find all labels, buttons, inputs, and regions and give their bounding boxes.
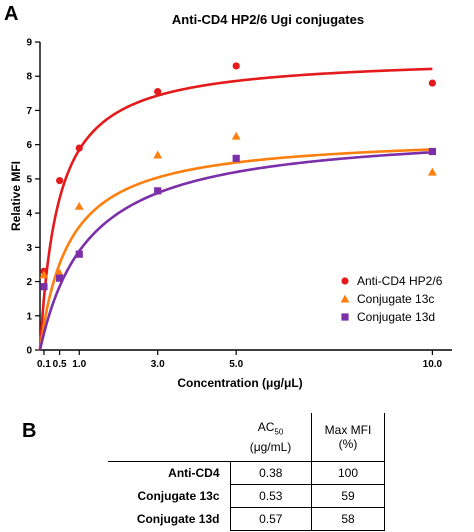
fit-curve-circle (38, 67, 433, 351)
data-point-circle (154, 88, 162, 96)
x-tick-label: 3.0 (151, 359, 165, 370)
x-tick-label: 1.0 (72, 359, 86, 370)
y-tick-label: 9 (26, 38, 32, 49)
max-mfi-label: Max MFI (324, 423, 372, 437)
data-point-square (75, 250, 83, 258)
data-point-circle (341, 277, 349, 285)
y-tick-label: 8 (26, 72, 32, 83)
row-max-mfi: 59 (311, 484, 385, 508)
panel-label-a: A (4, 3, 18, 25)
table-row: Anti-CD4 0.38 100 (108, 461, 385, 485)
table-header-blank (108, 413, 230, 462)
data-point-circle (75, 144, 83, 152)
data-point-square (40, 283, 48, 291)
data-points (39, 62, 437, 291)
y-tick-label: 1 (26, 311, 32, 322)
table-header-ac50: AC50 (μg/mL) (230, 413, 312, 462)
data-point-circle (428, 79, 436, 87)
y-tick-label: 7 (26, 106, 32, 117)
row-name: Conjugate 13d (136, 512, 220, 526)
max-mfi-units: (%) (338, 437, 358, 451)
x-tick-label: 0.5 (53, 359, 67, 370)
table-row: Conjugate 13d 0.57 58 (108, 507, 385, 531)
legend-label: Anti-CD4 HP2/6 (357, 274, 443, 288)
y-tick-label: 2 (26, 277, 32, 288)
row-max-mfi: 58 (311, 507, 385, 531)
data-point-circle (56, 177, 64, 185)
chart-panel-a: A Anti-CD4 HP2/6 Ugi conjugates 0 1 2 3 4 5 6 7… (4, 3, 452, 390)
table-header-row: AC50 (μg/mL) Max MFI (%) (108, 413, 385, 462)
legend: Anti-CD4 HP2/6 Conjugate 13c Conjugate 13d (340, 274, 443, 324)
results-table: AC50 (μg/mL) Max MFI (%) Anti-CD4 0.38 1… (108, 413, 385, 531)
y-tick-label: 6 (26, 140, 32, 151)
axes: 0 1 2 3 4 5 6 7 8 9 0.1 0.5 1.0 3.0 5.0 10.0 (26, 38, 452, 370)
row-ac50: 0.38 (229, 461, 312, 485)
row-max-mfi: 100 (311, 461, 385, 485)
ac50-units: (μg/mL) (249, 439, 292, 454)
table-header-max-mfi: Max MFI (%) (311, 413, 385, 462)
data-point-circle (232, 62, 240, 70)
x-tick-label: 5.0 (229, 359, 243, 370)
legend-label: Conjugate 13d (357, 310, 435, 324)
data-point-square (428, 147, 436, 156)
x-tick-label: 10.0 (423, 359, 443, 370)
y-tick-label: 4 (26, 209, 32, 220)
panel-label-b: B (22, 420, 37, 442)
y-tick-label: 5 (26, 174, 32, 185)
chart-title: Anti-CD4 HP2/6 Ugi conjugates (172, 12, 364, 27)
fit-curve-triangle (38, 148, 433, 351)
fit-curve-square (38, 150, 433, 351)
x-tick-label: 0.1 (37, 359, 51, 370)
legend-label: Conjugate 13c (357, 292, 434, 306)
data-point-triangle (153, 150, 163, 159)
row-name: Conjugate 13c (137, 489, 220, 503)
data-point-triangle (39, 270, 49, 279)
fit-curves (38, 67, 433, 351)
table-row: Conjugate 13c 0.53 59 (108, 484, 385, 508)
data-point-triangle (74, 201, 84, 210)
x-axis-title: Concentration (μg/μL) (177, 376, 302, 390)
data-point-triangle (340, 294, 350, 303)
data-point-square (232, 154, 240, 162)
data-point-square (154, 187, 162, 195)
ac50-label: AC (257, 420, 275, 435)
y-axis-title: Relative MFI (9, 161, 23, 231)
row-name: Anti-CD4 (108, 461, 230, 485)
data-point-square (341, 313, 349, 321)
data-point-square (56, 274, 64, 282)
data-point-triangle (231, 131, 241, 140)
y-tick-label: 0 (26, 346, 32, 357)
y-tick-label: 3 (26, 243, 32, 254)
row-ac50: 0.53 (229, 484, 312, 508)
ac50-subscript: 50 (274, 427, 284, 437)
data-point-triangle (427, 167, 437, 176)
row-ac50: 0.57 (229, 507, 312, 531)
